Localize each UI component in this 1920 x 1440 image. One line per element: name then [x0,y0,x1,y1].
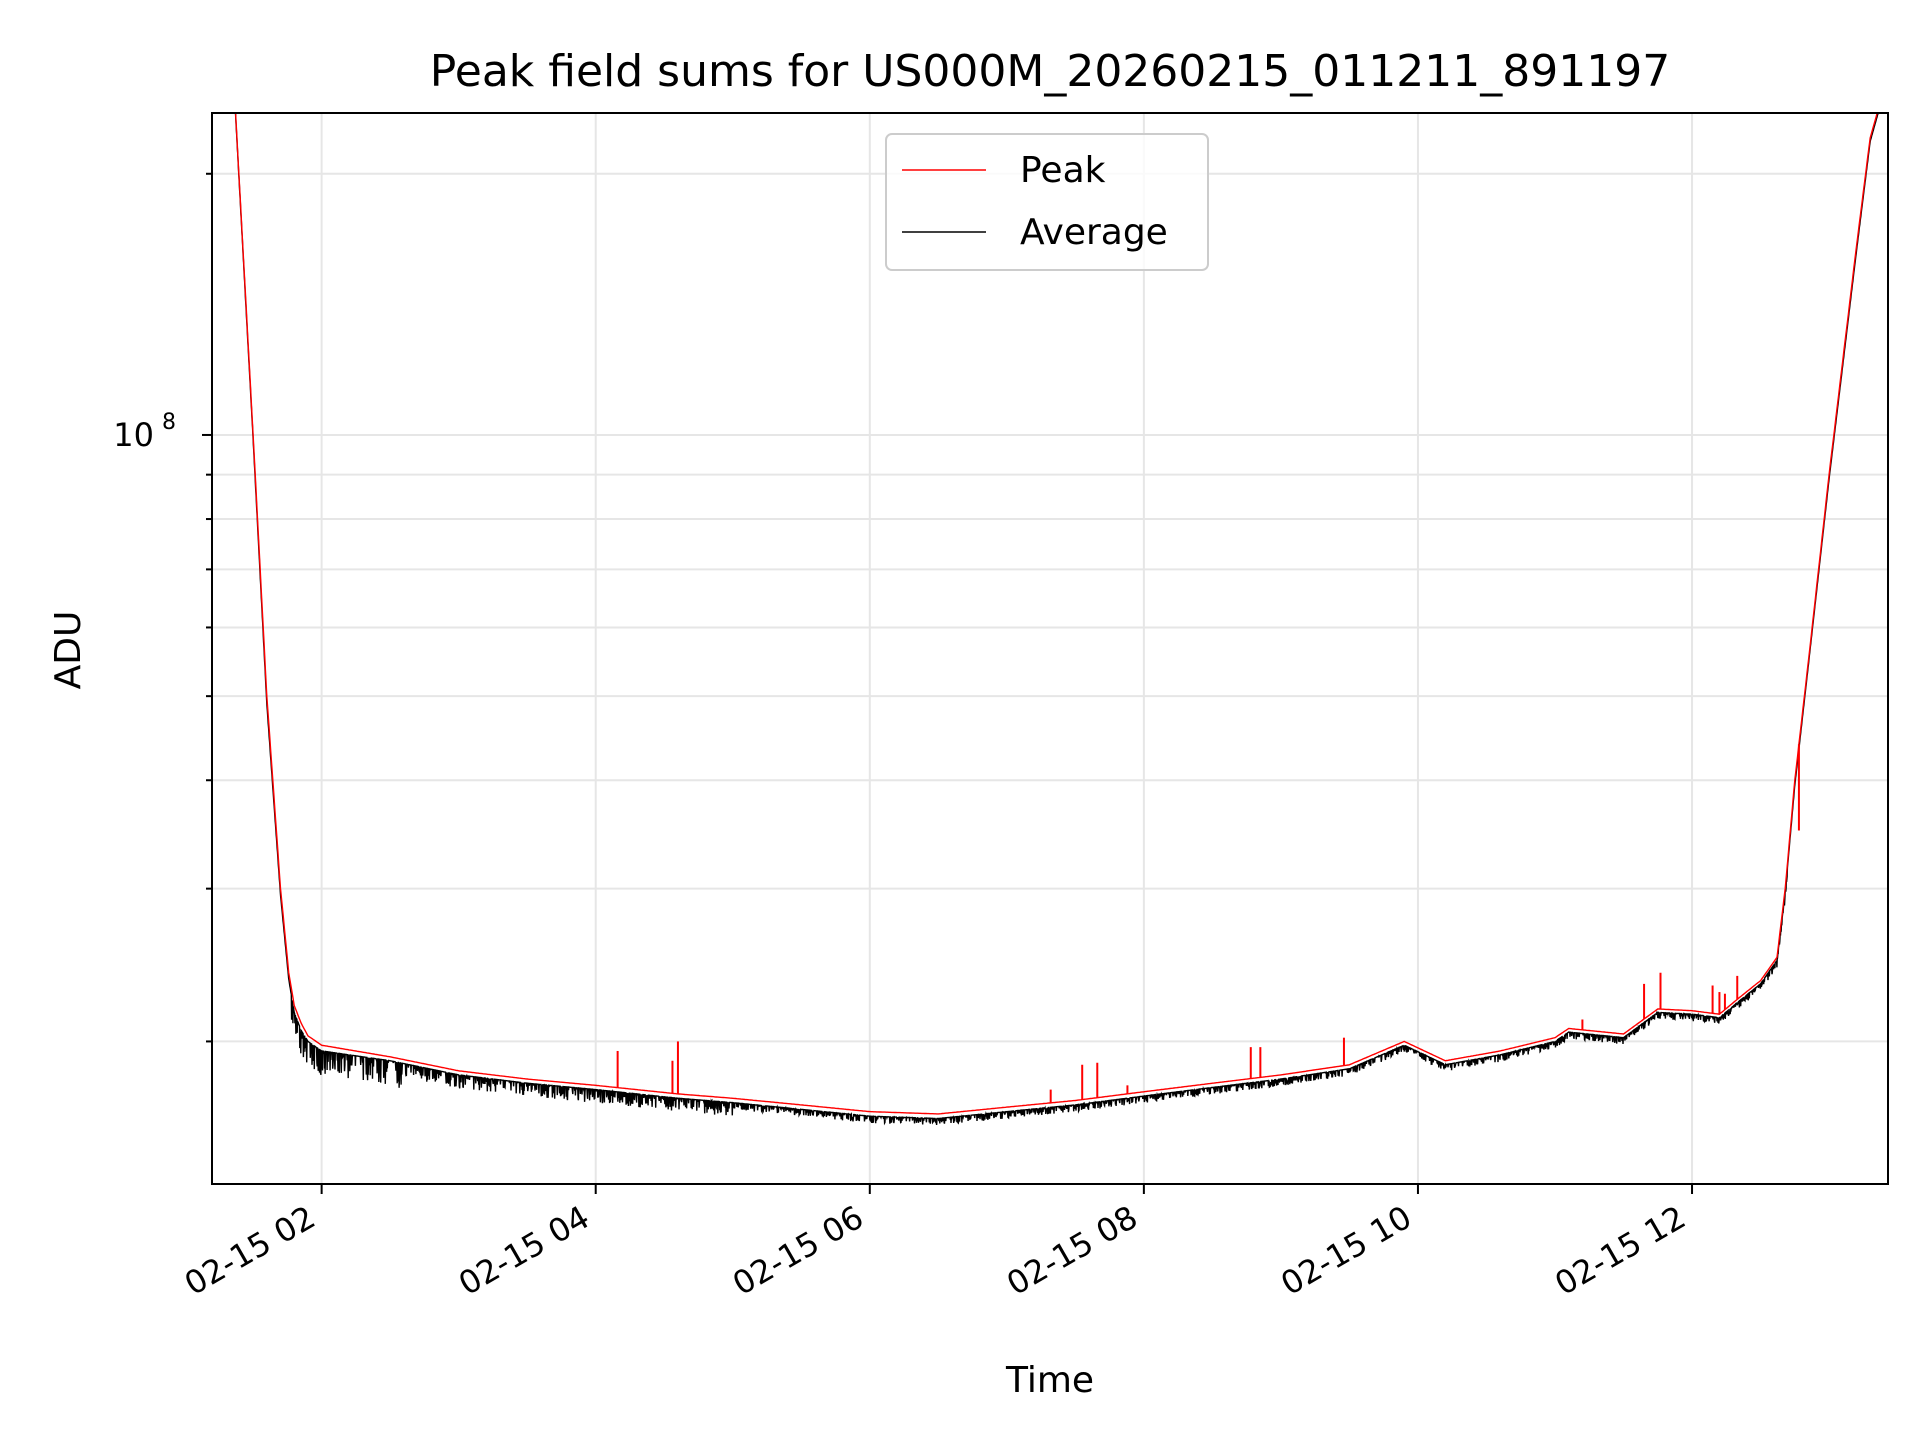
plot-frame [211,112,1889,1185]
plot-area [234,113,1879,1126]
x-axis-label: Time [1005,1360,1094,1401]
chart-title: Peak field sums for US000M_20260215_0112… [430,46,1670,97]
y-axis-label: ADU [48,611,89,690]
legend-label-peak: Peak [1020,150,1106,191]
y-tick-label-exponent: 8 [162,410,176,435]
tick-layer: 02-15 02 02-15 04 02-15 06 02-15 08 02-15 10… [113,172,1694,1303]
series-peak-line [234,113,1878,1115]
legend-label-average: Average [1020,212,1168,253]
x-tick-label: 02-15 12 [1548,1198,1692,1303]
series-average-line [234,113,1879,1126]
x-tick-label: 02-15 10 [1274,1198,1418,1303]
x-tick-label: 02-15 08 [1000,1198,1144,1303]
y-tick-label: 10 [113,416,154,454]
y-tick-label-base: 10 [113,416,154,454]
x-tick-label: 02-15 04 [452,1198,596,1303]
series-layer [234,113,1879,1126]
x-tick-label: 02-15 06 [726,1198,870,1303]
x-tick-label: 02-15 02 [178,1198,322,1303]
legend-box [885,133,1209,271]
legend: Peak Average [885,133,1209,271]
grid-layer [212,113,1888,1184]
